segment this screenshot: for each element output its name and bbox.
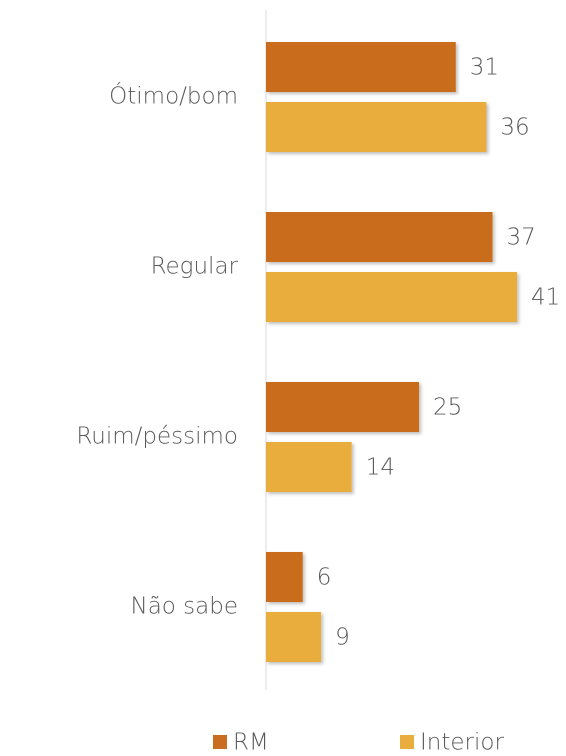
category-label: Regular bbox=[151, 254, 239, 280]
bar bbox=[266, 612, 322, 662]
category-label: Ruim/péssimo bbox=[76, 424, 238, 450]
category-label: Não sabe bbox=[130, 594, 238, 620]
value-label: 41 bbox=[531, 285, 560, 311]
value-label: 31 bbox=[470, 55, 499, 81]
bar bbox=[266, 272, 518, 322]
legend-label: Interior bbox=[420, 730, 504, 756]
legend-label: RM bbox=[233, 730, 269, 756]
value-label: 14 bbox=[366, 455, 395, 481]
value-label: 9 bbox=[335, 625, 350, 651]
bar bbox=[266, 382, 420, 432]
bar bbox=[266, 212, 493, 262]
value-label: 6 bbox=[317, 565, 332, 591]
bar bbox=[266, 42, 456, 92]
legend-swatch bbox=[213, 735, 227, 749]
legend-swatch bbox=[400, 735, 414, 749]
bar bbox=[266, 102, 487, 152]
bar bbox=[266, 442, 352, 492]
value-label: 37 bbox=[507, 225, 536, 251]
value-label: 36 bbox=[500, 115, 529, 141]
value-label: 25 bbox=[433, 395, 462, 421]
bar bbox=[266, 552, 303, 602]
category-label: Ótimo/bom bbox=[109, 82, 238, 110]
